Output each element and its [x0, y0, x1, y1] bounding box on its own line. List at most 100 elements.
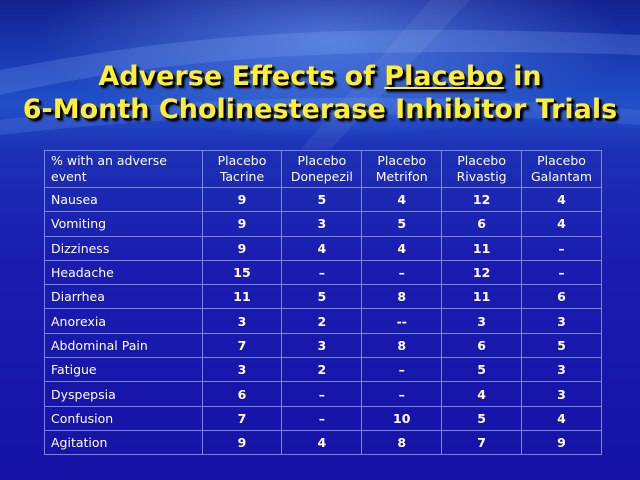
table-cell: 7 — [201, 332, 283, 359]
header-text: Donepezil — [290, 169, 353, 184]
adverse-effects-table: % with an adverse event Placebo Tacrine Pl… — [44, 150, 602, 456]
table-cell: 3 — [521, 357, 602, 383]
table-cell: 5 — [281, 284, 363, 310]
table-header-row: % with an adverse event Placebo Tacrine Pl… — [44, 150, 602, 188]
table-cell: 11 — [441, 235, 523, 261]
header-text: Placebo — [537, 153, 586, 168]
title-text: in — [503, 61, 542, 92]
header-placebo-metrifon: Placebo Metrifon — [361, 150, 443, 188]
table-cell: 5 — [361, 211, 443, 237]
background-swoosh — [0, 0, 640, 150]
table-row: Nausea 9 5 4 12 4 — [44, 186, 602, 213]
header-text: Placebo — [217, 153, 267, 168]
header-text: Placebo — [297, 153, 347, 168]
table-cell: 3 — [441, 308, 523, 334]
table-cell: – — [281, 405, 363, 431]
row-label: Agitation — [44, 429, 203, 456]
table-cell: 3 — [201, 357, 283, 383]
row-label: Confusion — [44, 405, 203, 431]
table-cell: 11 — [201, 284, 283, 310]
table-cell: 3 — [521, 381, 602, 407]
table-cell: 8 — [361, 284, 443, 310]
table-cell: 2 — [281, 308, 363, 334]
table-cell: 6 — [441, 332, 523, 359]
table-cell: 4 — [281, 235, 363, 261]
table-cell: 6 — [441, 211, 523, 237]
row-label: Vomiting — [44, 211, 203, 237]
header-text: Galantam — [530, 169, 593, 184]
table-row: Agitation 9 4 8 7 9 — [44, 429, 602, 456]
table-cell: 5 — [441, 405, 523, 431]
table-cell: 3 — [281, 332, 363, 359]
table-row: Diarrhea 11 5 8 11 6 — [44, 284, 602, 310]
table-cell: 10 — [361, 405, 443, 431]
table-cell: 4 — [521, 186, 602, 213]
table-row: Abdominal Pain 7 3 8 6 5 — [44, 332, 602, 359]
header-text: Placebo — [457, 153, 507, 168]
table-row: Anorexia 3 2 -- 3 3 — [44, 308, 602, 334]
title-line-2: 6-Month Cholinesterase Inhibitor Trials — [22, 94, 618, 125]
table-cell: 9 — [201, 235, 283, 261]
header-text: event — [51, 169, 87, 184]
row-label: Abdominal Pain — [44, 332, 203, 359]
table-cell: 12 — [441, 259, 523, 286]
table-cell: 6 — [201, 381, 283, 407]
table-cell: 12 — [441, 186, 523, 213]
table-cell: 7 — [441, 429, 523, 456]
header-text: Placebo — [377, 153, 427, 168]
table-row: Dyspepsia 6 – – 4 3 — [44, 381, 602, 407]
row-label: Diarrhea — [44, 284, 203, 310]
table-row: Vomiting 9 3 5 6 4 — [44, 211, 602, 237]
title-underlined-word: Placebo — [384, 61, 504, 92]
table-cell: 3 — [281, 211, 363, 237]
row-label: Dizziness — [44, 235, 203, 261]
table-row: Fatigue 3 2 – 5 3 — [44, 357, 602, 383]
table-cell: 9 — [201, 429, 283, 456]
table-row: Confusion 7 – 10 5 4 — [44, 405, 602, 431]
table-cell: 8 — [361, 429, 443, 456]
table-cell: 7 — [201, 405, 283, 431]
title-text: Adverse Effects of — [98, 61, 385, 92]
header-placebo-galantam: Placebo Galantam — [521, 150, 602, 188]
table-cell: – — [361, 357, 443, 383]
table-cell: 9 — [201, 211, 283, 237]
table-row: Headache 15 – – 12 – — [44, 259, 602, 286]
table-cell: 5 — [441, 357, 523, 383]
table-cell: 4 — [441, 381, 523, 407]
table-cell: -- — [361, 308, 443, 334]
table-cell: 5 — [281, 186, 363, 213]
table-cell: 6 — [521, 284, 602, 310]
table-row: Dizziness 9 4 4 11 – — [44, 235, 602, 261]
table-cell: – — [521, 259, 602, 286]
row-label: Headache — [44, 259, 203, 286]
table-cell: 4 — [361, 186, 443, 213]
table-cell: – — [361, 259, 443, 286]
table-cell: 2 — [281, 357, 363, 383]
table-cell: 4 — [521, 405, 602, 431]
table-cell: – — [281, 259, 363, 286]
table-cell: 4 — [361, 235, 443, 261]
table-cell: 11 — [441, 284, 523, 310]
header-text: Rivastig — [456, 169, 507, 184]
title-line-1: Adverse Effects of Placebo in — [0, 60, 640, 93]
table-cell: – — [281, 381, 363, 407]
header-text: Tacrine — [219, 169, 265, 184]
table-cell: 8 — [361, 332, 443, 359]
table-cell: – — [521, 235, 602, 261]
header-placebo-tacrine: Placebo Tacrine — [201, 150, 283, 188]
header-text: % with an adverse — [51, 153, 167, 168]
row-label: Dyspepsia — [44, 381, 203, 407]
table-cell: 5 — [521, 332, 602, 359]
table-cell: 9 — [521, 429, 602, 456]
table-cell: 15 — [201, 259, 283, 286]
header-placebo-rivastig: Placebo Rivastig — [441, 150, 523, 188]
header-placebo-donepezil: Placebo Donepezil — [281, 150, 363, 188]
table-cell: 9 — [201, 186, 283, 213]
table-cell: 4 — [521, 211, 602, 237]
table-cell: 3 — [201, 308, 283, 334]
table-cell: – — [361, 381, 443, 407]
row-label: Anorexia — [44, 308, 203, 334]
header-text: Metrifon — [375, 169, 428, 184]
row-label: Nausea — [44, 186, 203, 213]
slide-title: Adverse Effects of Placebo in 6-Month Ch… — [0, 60, 640, 126]
